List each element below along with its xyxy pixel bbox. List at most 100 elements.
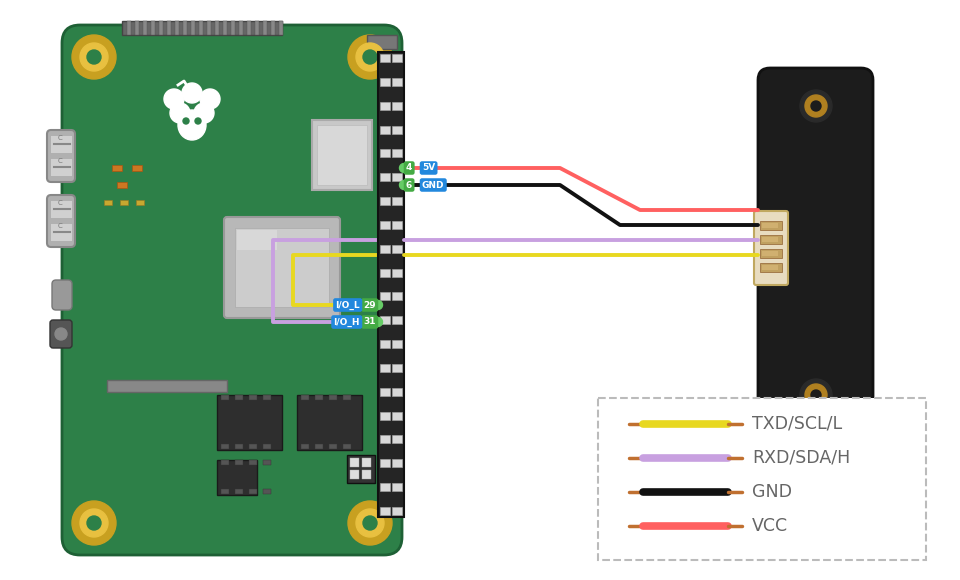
Bar: [112, 165, 122, 171]
Bar: [279, 21, 283, 35]
Bar: [315, 444, 323, 449]
Bar: [107, 380, 227, 392]
Bar: [380, 459, 390, 467]
Bar: [380, 388, 390, 396]
Bar: [392, 173, 402, 181]
Bar: [301, 395, 309, 400]
Text: I/O_L: I/O_L: [335, 300, 360, 310]
Bar: [343, 444, 351, 449]
Bar: [50, 223, 72, 241]
Bar: [378, 52, 404, 517]
Bar: [263, 444, 271, 449]
Bar: [380, 197, 390, 205]
FancyBboxPatch shape: [62, 25, 402, 555]
Bar: [191, 21, 195, 35]
Bar: [117, 182, 127, 188]
Bar: [392, 340, 402, 348]
Bar: [329, 444, 337, 449]
Circle shape: [72, 35, 116, 79]
Bar: [122, 21, 282, 35]
Bar: [249, 444, 257, 449]
Ellipse shape: [178, 110, 206, 140]
Bar: [297, 395, 362, 450]
Bar: [380, 292, 390, 300]
Circle shape: [800, 379, 832, 411]
Bar: [263, 21, 267, 35]
Text: C: C: [58, 135, 62, 141]
Circle shape: [399, 180, 409, 190]
Text: C: C: [58, 223, 62, 229]
Bar: [199, 21, 203, 35]
Bar: [263, 395, 271, 400]
Bar: [392, 54, 402, 62]
Bar: [207, 21, 211, 35]
Bar: [380, 54, 390, 62]
Bar: [50, 200, 72, 218]
Bar: [392, 388, 402, 396]
FancyBboxPatch shape: [754, 211, 788, 285]
Bar: [167, 21, 171, 35]
Bar: [231, 21, 235, 35]
Bar: [392, 316, 402, 324]
Bar: [235, 228, 329, 307]
Circle shape: [356, 43, 384, 71]
FancyBboxPatch shape: [224, 217, 340, 318]
Bar: [249, 395, 257, 400]
Bar: [159, 21, 163, 35]
Circle shape: [87, 50, 101, 64]
Circle shape: [399, 164, 409, 172]
Bar: [317, 125, 367, 185]
Bar: [347, 455, 375, 483]
Bar: [271, 21, 275, 35]
Bar: [760, 235, 782, 244]
Text: C: C: [58, 158, 62, 164]
Bar: [762, 265, 778, 270]
Bar: [392, 125, 402, 133]
Bar: [392, 483, 402, 491]
Text: 4: 4: [406, 164, 413, 172]
Bar: [380, 78, 390, 86]
Bar: [598, 398, 926, 560]
Bar: [315, 395, 323, 400]
Bar: [221, 395, 229, 400]
Circle shape: [200, 89, 220, 109]
Bar: [380, 412, 390, 420]
Bar: [392, 459, 402, 467]
Bar: [217, 460, 257, 495]
Circle shape: [363, 50, 377, 64]
Text: C: C: [58, 200, 62, 206]
Circle shape: [363, 516, 377, 530]
Bar: [237, 230, 277, 250]
Bar: [367, 35, 397, 49]
Bar: [217, 395, 282, 450]
Circle shape: [80, 509, 108, 537]
Bar: [392, 245, 402, 253]
Bar: [392, 292, 402, 300]
Bar: [301, 444, 309, 449]
Bar: [392, 102, 402, 110]
Circle shape: [805, 384, 827, 406]
Text: 5V: 5V: [422, 164, 435, 172]
FancyBboxPatch shape: [52, 280, 72, 310]
Circle shape: [87, 516, 101, 530]
Text: VCC: VCC: [752, 517, 788, 535]
Bar: [132, 165, 142, 171]
Bar: [760, 249, 782, 258]
Bar: [239, 21, 243, 35]
Text: GND: GND: [752, 483, 792, 501]
Bar: [143, 21, 147, 35]
Bar: [380, 507, 390, 515]
Bar: [135, 21, 139, 35]
Bar: [235, 444, 243, 449]
Bar: [221, 489, 229, 494]
Bar: [760, 263, 782, 272]
Circle shape: [805, 95, 827, 117]
Circle shape: [164, 89, 184, 109]
Bar: [136, 200, 144, 205]
Circle shape: [800, 90, 832, 122]
Bar: [235, 489, 243, 494]
Bar: [380, 316, 390, 324]
Circle shape: [811, 390, 821, 400]
Text: I/O_H: I/O_H: [333, 317, 360, 327]
FancyBboxPatch shape: [47, 130, 75, 182]
